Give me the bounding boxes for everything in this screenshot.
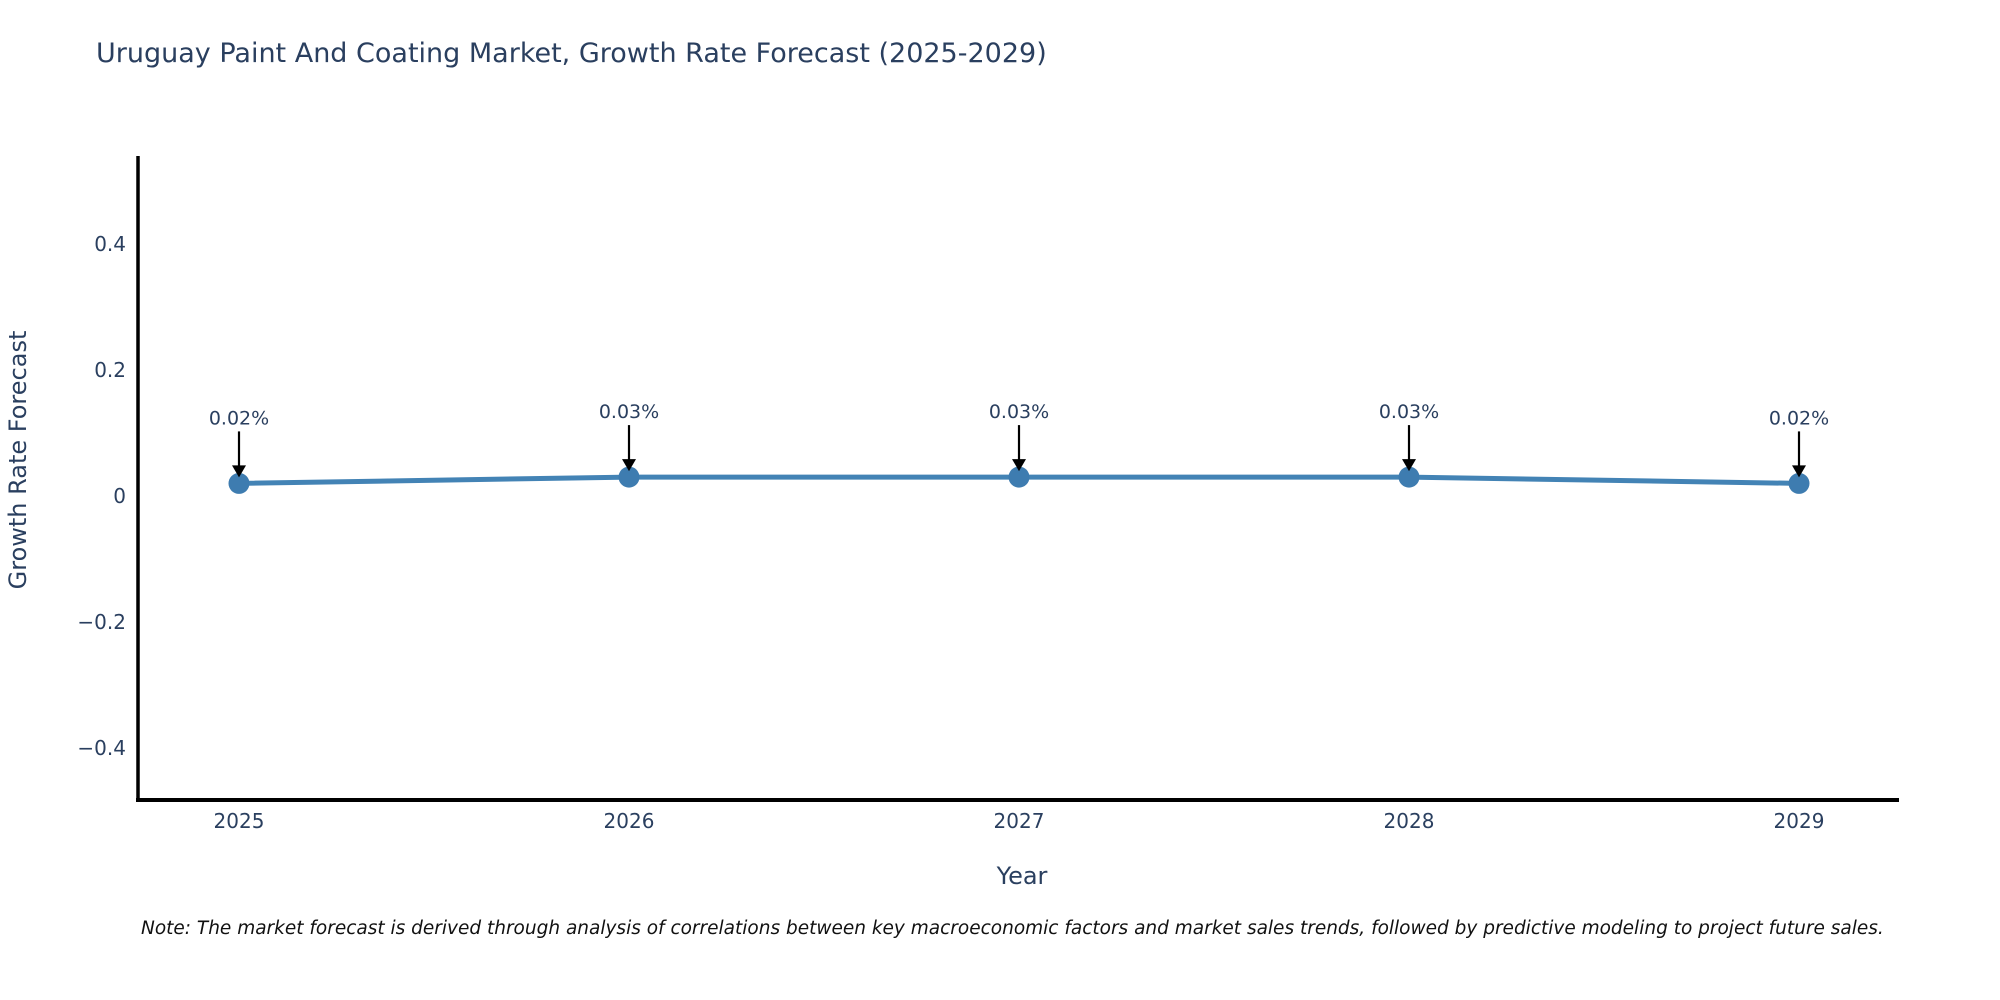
x-axis-title: Year <box>996 862 1048 890</box>
x-tick-label: 2027 <box>994 809 1045 833</box>
annotation-arrowhead <box>232 465 246 478</box>
annotation-layer: 0.02% 0.03% 0.03% 0.03% 0.02% <box>209 401 1829 478</box>
data-point-marker <box>618 466 640 488</box>
y-tick-label: 0.4 <box>94 232 126 256</box>
chart-title: Uruguay Paint And Coating Market, Growth… <box>96 38 1047 69</box>
annotation-label: 0.03% <box>1379 401 1439 423</box>
data-point-marker <box>1398 466 1420 488</box>
x-tick-label: 2026 <box>604 809 655 833</box>
annotation-label: 0.03% <box>989 401 1049 423</box>
annotation-arrowhead <box>622 459 636 472</box>
data-point-marker <box>1788 472 1810 494</box>
y-tick-label: −0.4 <box>77 736 126 760</box>
series-layer <box>228 466 1810 494</box>
annotation-arrowhead <box>1012 459 1026 472</box>
footnote: Note: The market forecast is derived thr… <box>141 918 1884 939</box>
x-tick-label: 2029 <box>1774 809 1825 833</box>
annotation-label: 0.02% <box>209 407 269 429</box>
x-tick-label: 2025 <box>214 809 265 833</box>
ticks-layer: 0.4 0.2 0 −0.2 −0.4 2025 2026 2027 2028 2029 <box>77 232 1824 833</box>
data-point-marker <box>228 472 250 494</box>
annotation-arrowhead <box>1792 465 1806 478</box>
y-tick-label: 0.2 <box>94 358 126 382</box>
data-point-marker <box>1008 466 1030 488</box>
y-tick-label: −0.2 <box>77 610 126 634</box>
annotation-label: 0.02% <box>1769 407 1829 429</box>
y-tick-label: 0 <box>113 484 126 508</box>
y-axis-title: Growth Rate Forecast <box>4 331 32 590</box>
annotation-arrowhead <box>1402 459 1416 472</box>
x-tick-label: 2028 <box>1384 809 1435 833</box>
annotation-label: 0.03% <box>599 401 659 423</box>
